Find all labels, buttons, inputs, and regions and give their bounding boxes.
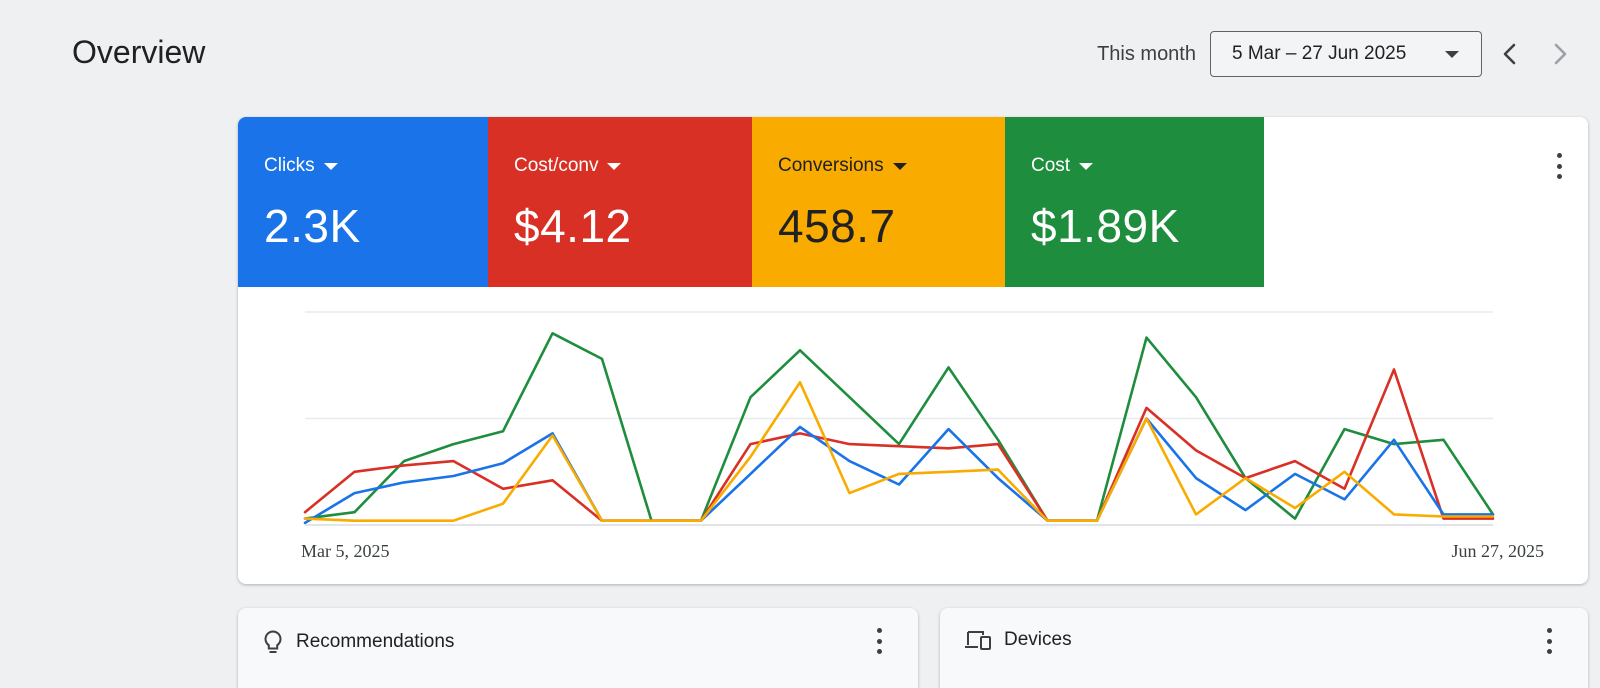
performance-line-chart (303, 311, 1495, 526)
more-options-icon[interactable] (1554, 153, 1564, 179)
devices-card[interactable]: Devices (940, 608, 1588, 688)
caret-down-icon (892, 162, 907, 170)
card-title: Devices (1004, 629, 1072, 650)
date-range-picker[interactable]: 5 Mar – 27 Jun 2025 (1210, 31, 1482, 77)
page-title: Overview (72, 34, 206, 70)
metric-label: Conversions (778, 155, 884, 176)
chart-series-line-2 (303, 417, 1495, 525)
metric-tiles: Clicks 2.3K Cost/conv $4.12 Conversions … (238, 117, 1264, 287)
metric-tile-cost-per-conv[interactable]: Cost/conv $4.12 (488, 117, 752, 287)
date-range-controls: This month 5 Mar – 27 Jun 2025 (1097, 31, 1582, 77)
chevron-left-icon (1503, 43, 1516, 65)
lightbulb-icon (262, 629, 284, 655)
performance-card: Clicks 2.3K Cost/conv $4.12 Conversions … (238, 117, 1588, 584)
period-label: This month (1097, 42, 1196, 65)
chart-series-line-0 (303, 332, 1495, 523)
chart-series-line-1 (303, 368, 1495, 523)
metric-label: Cost/conv (514, 155, 599, 176)
date-range-value: 5 Mar – 27 Jun 2025 (1232, 43, 1407, 64)
metric-tile-conversions[interactable]: Conversions 458.7 (752, 117, 1005, 287)
caret-down-icon (607, 162, 622, 170)
metric-tile-cost[interactable]: Cost $1.89K (1005, 117, 1264, 287)
metric-label: Cost (1031, 155, 1071, 176)
x-axis-end-label: Jun 27, 2025 (1451, 541, 1544, 561)
chevron-right-icon (1554, 43, 1567, 65)
x-axis-start-label: Mar 5, 2025 (301, 541, 390, 561)
metric-tile-clicks[interactable]: Clicks 2.3K (238, 117, 488, 287)
more-options-icon[interactable] (1544, 628, 1554, 654)
caret-down-icon (1079, 162, 1094, 170)
next-period-button[interactable] (1538, 31, 1582, 77)
chevron-down-icon (1445, 50, 1459, 58)
recommendations-card[interactable]: Recommendations (238, 608, 918, 688)
metric-value: 2.3K (264, 200, 361, 252)
metric-value: $4.12 (514, 200, 632, 252)
chart-series-line-3 (303, 380, 1495, 523)
metric-label: Clicks (264, 155, 315, 176)
metric-value: $1.89K (1031, 200, 1180, 252)
metric-value: 458.7 (778, 200, 896, 252)
previous-period-button[interactable] (1488, 31, 1532, 77)
devices-icon (964, 629, 992, 651)
more-options-icon[interactable] (874, 628, 884, 654)
card-title: Recommendations (296, 631, 455, 652)
caret-down-icon (323, 162, 338, 170)
